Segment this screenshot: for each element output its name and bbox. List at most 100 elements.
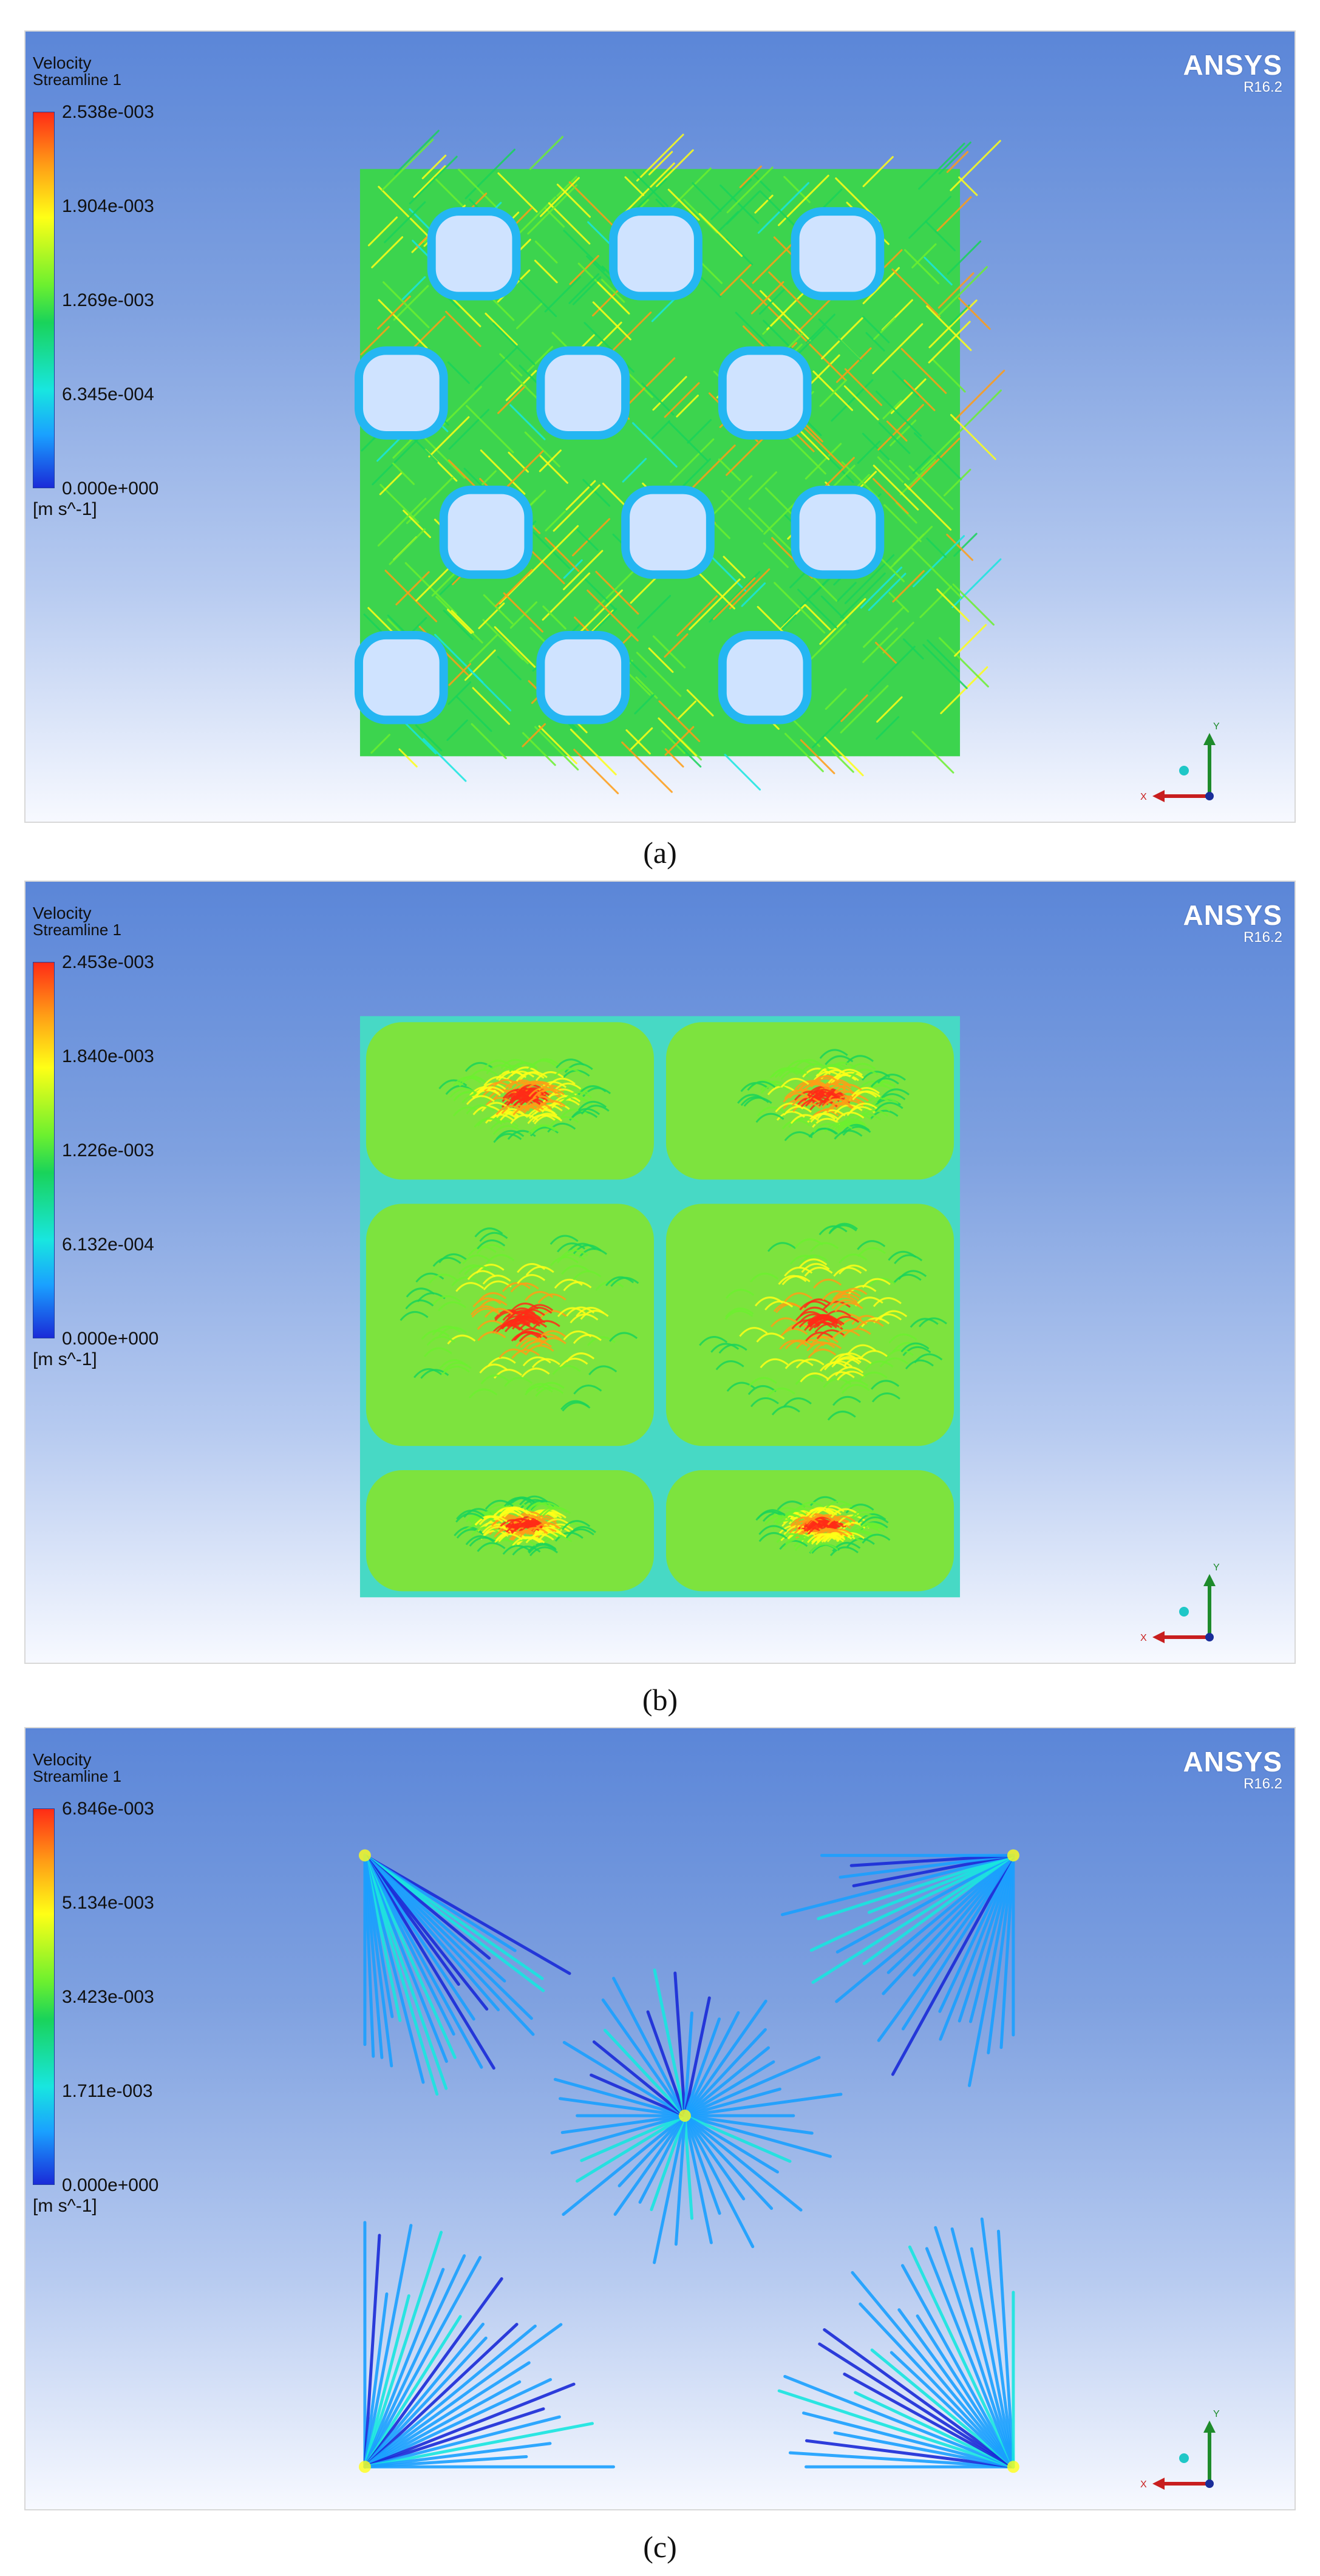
streamline-figure-a: Velocity Streamline 1 2.538e-003 1.904e-… — [24, 30, 1296, 823]
streamline — [790, 1516, 819, 1527]
streamline — [951, 558, 1002, 608]
streamline — [363, 2322, 485, 2469]
streamline — [676, 595, 718, 636]
streamline — [549, 1256, 579, 1267]
streamline — [497, 655, 522, 681]
streamline — [494, 626, 537, 669]
streamline — [553, 1068, 582, 1078]
streamline — [447, 1334, 476, 1345]
streamline — [908, 2245, 1015, 2469]
streamline — [810, 1336, 839, 1346]
ansys-logo: ANSYS R16.2 — [1183, 51, 1282, 95]
streamline — [950, 140, 1001, 191]
streamline — [646, 2010, 687, 2118]
streamline — [710, 179, 752, 220]
streamline — [483, 594, 514, 625]
legend-title: Velocity — [33, 53, 92, 72]
streamline — [532, 531, 571, 570]
streamline — [831, 1329, 860, 1340]
streamline — [832, 1356, 862, 1366]
streamline — [502, 1282, 531, 1292]
ansys-logo: ANSYS R16.2 — [1183, 1748, 1282, 1791]
axis-y-label: Y — [1213, 721, 1220, 732]
streamline — [412, 315, 446, 349]
streamline — [515, 301, 544, 330]
streamline — [578, 1100, 607, 1111]
streamline — [832, 1290, 861, 1300]
streamline — [818, 1225, 848, 1236]
streamline — [849, 1068, 879, 1078]
streamline — [670, 438, 715, 483]
streamline — [683, 2087, 781, 2118]
streamline — [794, 1238, 823, 1249]
streamline — [862, 1853, 1015, 1966]
streamline — [546, 1077, 576, 1088]
streamline — [360, 325, 390, 356]
streamline — [590, 2073, 687, 2118]
streamline — [788, 1117, 817, 1128]
streamline — [673, 739, 702, 768]
streamline — [597, 281, 630, 315]
streamline — [798, 422, 845, 468]
streamline — [740, 278, 792, 330]
streamline — [878, 422, 911, 454]
streamline — [876, 716, 900, 740]
streamline — [528, 548, 565, 585]
streamline — [760, 1080, 789, 1091]
streamline — [846, 1538, 875, 1548]
streamline — [724, 754, 761, 791]
streamline — [768, 271, 812, 316]
streamline — [873, 465, 919, 511]
streamline — [811, 1853, 1015, 1984]
streamline — [900, 347, 947, 394]
streamline — [927, 639, 960, 672]
streamline — [889, 460, 910, 480]
streamline — [740, 1082, 769, 1092]
streamline — [800, 1372, 829, 1383]
streamline — [524, 1385, 553, 1396]
streamline — [379, 472, 403, 496]
streamline — [648, 647, 674, 673]
streamline — [523, 1502, 552, 1512]
streamline — [862, 1533, 891, 1544]
streamline — [638, 2114, 687, 2204]
streamline — [447, 681, 472, 705]
streamline — [370, 734, 390, 754]
colorbar-tick: 1.226e-003 — [62, 1140, 154, 1160]
streamline — [367, 216, 398, 247]
streamline — [477, 1083, 506, 1093]
streamline — [898, 1270, 927, 1280]
streamline — [378, 186, 429, 237]
legend-subtitle: Streamline 1 — [33, 921, 121, 939]
streamline — [485, 1499, 514, 1510]
streamline — [918, 142, 965, 190]
brand-name: ANSYS — [1183, 899, 1282, 931]
streamline — [849, 1103, 879, 1113]
streamline — [524, 431, 560, 468]
streamline — [363, 1853, 545, 1992]
streamline — [525, 1533, 554, 1544]
streamline — [805, 1331, 834, 1342]
streamline — [683, 2114, 774, 2210]
streamline — [813, 1278, 842, 1289]
streamline — [698, 213, 743, 257]
streamline — [542, 605, 566, 630]
streamline — [823, 2328, 1015, 2469]
streamline — [791, 1096, 820, 1106]
streamline — [686, 689, 714, 717]
streamline — [421, 154, 447, 180]
streamline — [446, 719, 468, 741]
streamline — [432, 1295, 461, 1306]
streamline — [755, 1113, 784, 1123]
streamline — [839, 1253, 868, 1264]
streamline — [882, 1853, 1015, 1995]
streamline — [477, 1331, 506, 1341]
streamline — [809, 1543, 839, 1553]
streamline — [825, 1055, 854, 1066]
streamline — [438, 1079, 468, 1089]
streamline — [720, 264, 752, 296]
colorbar-tick: 1.711e-003 — [62, 2081, 153, 2101]
streamline — [899, 459, 936, 496]
colorbar-tick-max: 6.846e-003 — [62, 1799, 154, 1819]
streamline — [438, 1326, 468, 1337]
